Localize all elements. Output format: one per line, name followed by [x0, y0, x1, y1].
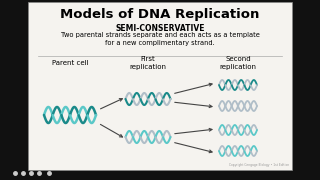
Text: SEMI-CONSERVATIVE: SEMI-CONSERVATIVE [115, 24, 205, 33]
Text: First
replication: First replication [130, 56, 166, 69]
Text: Parent cell: Parent cell [52, 60, 88, 66]
FancyBboxPatch shape [28, 2, 292, 170]
Text: Second
replication: Second replication [220, 56, 257, 69]
Text: Two parental strands separate and each acts as a template
for a new complimentar: Two parental strands separate and each a… [60, 32, 260, 46]
Text: Copyright Cengage Biology • 1st Edition: Copyright Cengage Biology • 1st Edition [229, 163, 289, 167]
Text: Models of DNA Replication: Models of DNA Replication [60, 8, 260, 21]
